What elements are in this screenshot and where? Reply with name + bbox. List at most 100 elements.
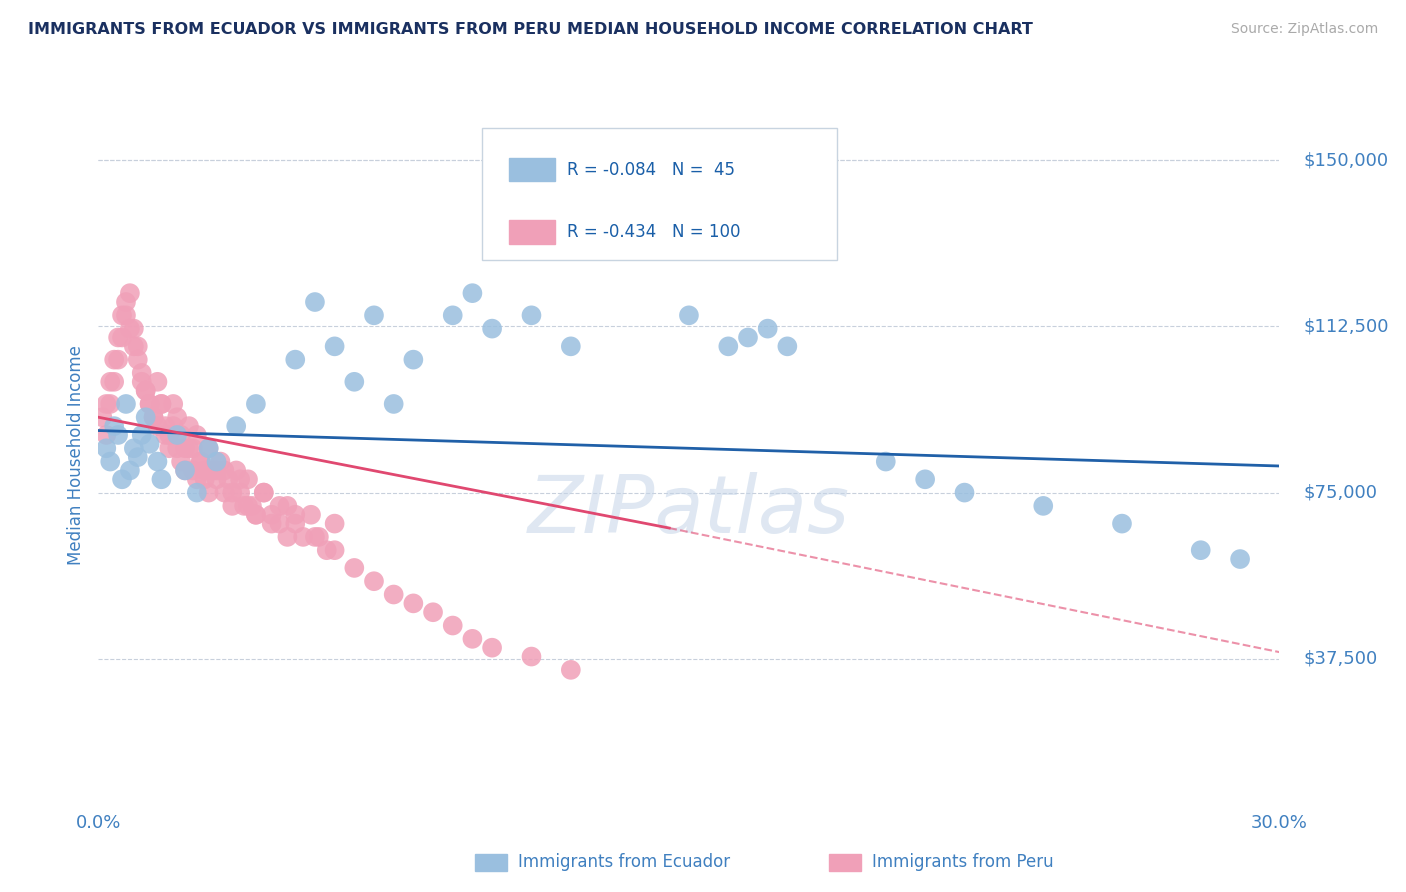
Point bbox=[217, 472, 239, 486]
Point bbox=[205, 454, 228, 468]
Point bbox=[914, 472, 936, 486]
Point bbox=[323, 516, 346, 531]
Point bbox=[201, 463, 224, 477]
Point bbox=[756, 321, 779, 335]
Point bbox=[197, 442, 219, 456]
Point bbox=[363, 309, 385, 323]
Point bbox=[1229, 552, 1251, 566]
Text: R = -0.434   N = 100: R = -0.434 N = 100 bbox=[567, 223, 741, 241]
Point bbox=[229, 485, 252, 500]
Point bbox=[225, 463, 247, 477]
Point bbox=[461, 286, 484, 301]
Point bbox=[157, 428, 180, 442]
Point bbox=[135, 384, 157, 398]
Point bbox=[269, 499, 291, 513]
Point bbox=[146, 375, 169, 389]
Text: $75,000: $75,000 bbox=[1303, 483, 1376, 501]
Point bbox=[111, 330, 134, 344]
Point bbox=[1111, 516, 1133, 531]
Point bbox=[260, 516, 283, 531]
Point bbox=[111, 309, 134, 323]
Point bbox=[284, 352, 307, 367]
Point bbox=[343, 561, 366, 575]
Point bbox=[520, 309, 543, 323]
Text: ZIPatlas: ZIPatlas bbox=[527, 472, 851, 549]
Point bbox=[253, 485, 276, 500]
Point bbox=[299, 508, 322, 522]
Point bbox=[382, 397, 405, 411]
Point bbox=[142, 410, 165, 425]
Point bbox=[174, 463, 197, 477]
Point bbox=[96, 397, 118, 411]
Point bbox=[98, 397, 121, 411]
Point bbox=[150, 472, 173, 486]
Point bbox=[315, 543, 337, 558]
Point bbox=[91, 410, 114, 425]
Point bbox=[221, 499, 243, 513]
Point bbox=[150, 397, 173, 411]
Point bbox=[363, 574, 385, 589]
Point bbox=[118, 286, 141, 301]
Point bbox=[107, 330, 129, 344]
Point bbox=[122, 339, 145, 353]
Point bbox=[177, 442, 200, 456]
Text: Source: ZipAtlas.com: Source: ZipAtlas.com bbox=[1230, 22, 1378, 37]
Point bbox=[170, 454, 193, 468]
Y-axis label: Median Household Income: Median Household Income bbox=[66, 345, 84, 565]
Point bbox=[245, 508, 267, 522]
Point bbox=[142, 410, 165, 425]
Point bbox=[233, 499, 256, 513]
Point bbox=[131, 366, 153, 380]
Point bbox=[157, 442, 180, 456]
Text: $150,000: $150,000 bbox=[1303, 152, 1388, 169]
Point bbox=[115, 309, 138, 323]
FancyBboxPatch shape bbox=[509, 220, 555, 244]
Point bbox=[197, 485, 219, 500]
Point bbox=[177, 419, 200, 434]
Point bbox=[402, 596, 425, 610]
Point bbox=[560, 663, 582, 677]
Point bbox=[115, 295, 138, 310]
Point bbox=[304, 295, 326, 310]
Point bbox=[103, 375, 125, 389]
Point bbox=[194, 463, 217, 477]
Point bbox=[127, 339, 149, 353]
Point bbox=[98, 454, 121, 468]
Point bbox=[138, 397, 160, 411]
Point bbox=[284, 516, 307, 531]
Point bbox=[292, 530, 315, 544]
Point bbox=[1189, 543, 1212, 558]
Point bbox=[253, 485, 276, 500]
Point bbox=[122, 442, 145, 456]
Point bbox=[118, 463, 141, 477]
Point bbox=[96, 442, 118, 456]
Point bbox=[678, 309, 700, 323]
FancyBboxPatch shape bbox=[509, 158, 555, 181]
Point bbox=[422, 605, 444, 619]
Point bbox=[225, 419, 247, 434]
Point bbox=[1032, 499, 1054, 513]
Point bbox=[269, 516, 291, 531]
Point bbox=[214, 463, 236, 477]
Point bbox=[138, 397, 160, 411]
Text: R = -0.084   N =  45: R = -0.084 N = 45 bbox=[567, 161, 735, 178]
Point bbox=[245, 397, 267, 411]
Point bbox=[205, 472, 228, 486]
Point bbox=[481, 640, 503, 655]
Point bbox=[343, 375, 366, 389]
Point bbox=[98, 375, 121, 389]
Point bbox=[103, 352, 125, 367]
Point bbox=[260, 508, 283, 522]
Text: $37,500: $37,500 bbox=[1303, 649, 1378, 668]
Point bbox=[481, 321, 503, 335]
Point bbox=[138, 437, 160, 451]
Point bbox=[131, 428, 153, 442]
Point bbox=[240, 499, 263, 513]
Point bbox=[150, 397, 173, 411]
Point bbox=[190, 454, 212, 468]
Point bbox=[186, 485, 208, 500]
Point bbox=[115, 397, 138, 411]
Point bbox=[284, 508, 307, 522]
FancyBboxPatch shape bbox=[830, 855, 862, 871]
Point bbox=[127, 352, 149, 367]
